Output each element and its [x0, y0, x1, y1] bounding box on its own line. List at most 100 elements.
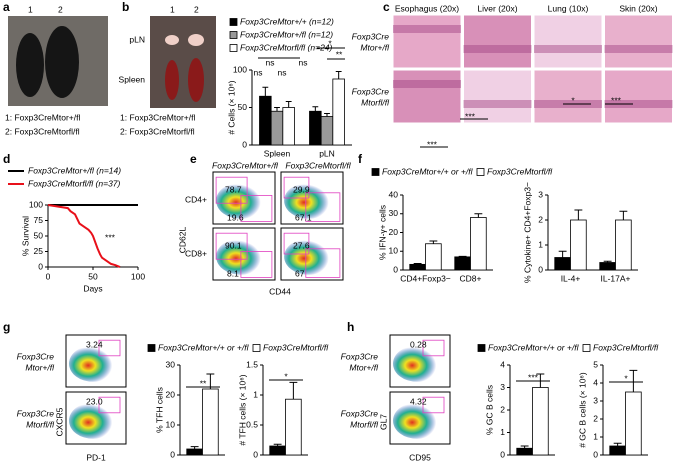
- organ: [165, 35, 179, 45]
- legend-swatch: [582, 344, 591, 352]
- legend-text: Foxp3CreMtor+/fl (n=14): [28, 165, 121, 175]
- y-tick-label: 25: [34, 246, 44, 256]
- column-title: Lung (10x): [548, 3, 589, 13]
- gate: [98, 396, 121, 414]
- significance: *: [328, 38, 332, 48]
- photo-number: 2: [58, 4, 63, 14]
- y-tick-label: 20: [166, 389, 176, 399]
- legend-swatch: [229, 18, 238, 26]
- y-tick-label: 0: [593, 449, 598, 459]
- panel-label: c: [383, 0, 390, 14]
- y-tick-label: 5: [593, 359, 598, 369]
- bar: [332, 78, 345, 146]
- legend-text: Foxp3CreMtorfl/fl (n=24): [240, 42, 333, 52]
- legend-text: Foxp3CreMtor+/fl (n=12): [240, 29, 333, 39]
- bar: [516, 447, 533, 456]
- y-tick-label: 75: [34, 215, 44, 225]
- panel-label: g: [3, 320, 10, 334]
- photo-number: 1: [28, 4, 33, 14]
- gate: [283, 176, 310, 199]
- flow-density: [393, 345, 441, 382]
- bar: [202, 388, 219, 456]
- error-bar: [190, 446, 199, 449]
- y-tick-label: 2: [500, 404, 505, 414]
- axis-label: % TFH cells: [154, 387, 164, 433]
- x-tick-label: CD4+Foxp3−: [400, 273, 451, 283]
- legend-text: Foxp3CreMtorfl/fl: [263, 342, 329, 352]
- histology-image: [604, 69, 673, 124]
- row-label: CD8+: [185, 248, 207, 258]
- gate-value: 0.28: [410, 339, 427, 349]
- legend-text: Foxp3CreMtorfl/fl (n=37): [28, 178, 121, 188]
- significance: ***: [105, 232, 116, 242]
- axis-label: PD-1: [86, 452, 106, 462]
- error-bar: [458, 255, 467, 257]
- gate: [305, 248, 341, 278]
- significance: ***: [611, 95, 622, 105]
- histology-image: [533, 14, 603, 69]
- panel-label: h: [347, 320, 354, 334]
- axis-label: % IFN-γ+ cells: [377, 205, 387, 260]
- axis-label: % GC B cells: [484, 385, 494, 435]
- y-tick-label: 3: [500, 382, 505, 392]
- y-tick-label: 3: [538, 189, 543, 199]
- gate-value: 29.9: [293, 184, 310, 194]
- legend-swatch: [371, 168, 380, 176]
- row-label: Mtorfl/fl: [350, 419, 379, 429]
- photo-number: 1: [170, 4, 175, 14]
- row-label: Foxp3Cre: [341, 351, 379, 361]
- bar: [454, 256, 471, 271]
- y-tick-label: 30: [389, 208, 399, 218]
- histology-image: [392, 69, 462, 124]
- error-bar: [520, 445, 529, 449]
- gate-value: 90.1: [225, 240, 242, 250]
- tissue-band: [604, 45, 673, 53]
- gate: [215, 232, 248, 260]
- flow-density: [393, 402, 441, 439]
- y-tick-label: 0: [242, 139, 247, 149]
- significance: *: [624, 373, 628, 383]
- y-tick-label: 0: [38, 261, 43, 271]
- error-bar: [603, 260, 612, 263]
- axis-label: % Cytokine+ CD4+Foxp3−: [522, 182, 532, 283]
- x-tick-label: Spleen: [264, 148, 291, 158]
- error-bar: [429, 240, 438, 244]
- error-bar: [613, 442, 622, 446]
- x-tick-label: IL-17A+: [600, 273, 630, 283]
- error-bar: [474, 213, 483, 218]
- tissue-label: Spleen: [119, 74, 146, 84]
- gate-value: 8.1: [227, 268, 239, 278]
- axis-label: CD62L: [177, 227, 187, 254]
- row-label: CD4+: [185, 194, 207, 204]
- legend-text: 2: Foxp3CreMtorfl/fl: [120, 126, 195, 136]
- y-tick-label: 1: [500, 427, 505, 437]
- tissue-band: [393, 80, 461, 88]
- x-tick-label: IL-4+: [561, 273, 581, 283]
- x-tick-label: CD8+: [460, 273, 482, 283]
- tissue-band: [604, 100, 673, 108]
- bar: [532, 387, 549, 456]
- y-tick-label: 30: [166, 359, 176, 369]
- row-label: Foxp3Cre: [352, 31, 390, 41]
- organ: [188, 58, 204, 102]
- y-tick-label: 50: [238, 102, 248, 112]
- gate-value: 3.24: [86, 339, 103, 349]
- axis-label: % Survival: [20, 216, 30, 256]
- bar: [282, 107, 295, 146]
- error-bar: [413, 262, 422, 265]
- x-tick-label: pLN: [319, 148, 335, 158]
- tissue-band: [534, 45, 602, 53]
- y-tick-label: 0: [393, 264, 398, 274]
- panel-label: f: [358, 152, 363, 166]
- y-tick-label: 100: [29, 199, 43, 209]
- axis-label: # Cells (× 10⁶): [226, 80, 236, 134]
- legend-text: Foxp3CreMtorfl/fl: [593, 342, 659, 352]
- significance: ns: [299, 57, 308, 67]
- y-tick-label: 0: [170, 449, 175, 459]
- organ: [165, 60, 179, 100]
- gate-value: 19.6: [227, 212, 244, 222]
- row-label: Mtorfl/fl: [26, 419, 55, 429]
- tissue-band: [393, 25, 461, 33]
- gate: [240, 194, 273, 222]
- flow-density: [69, 345, 117, 382]
